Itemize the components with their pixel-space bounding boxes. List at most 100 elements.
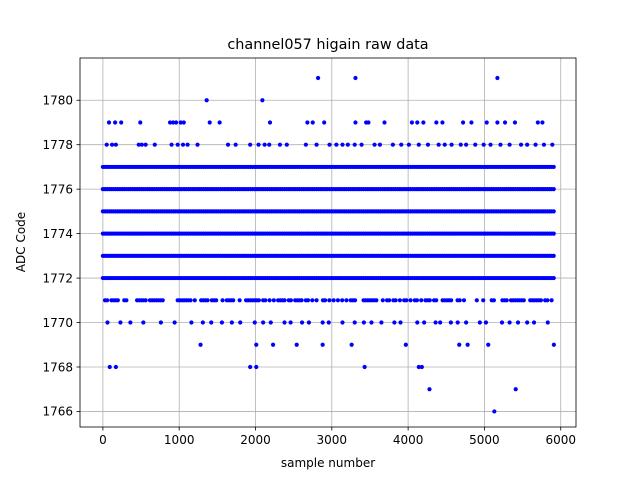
y-tick-label: 1778 [42,138,73,152]
data-point [434,298,439,303]
data-point [535,120,540,125]
data-point [268,320,273,325]
data-point [113,142,118,147]
data-point [551,164,556,170]
x-tick-label: 2000 [240,433,271,447]
data-point [531,320,537,325]
data-point [457,298,462,303]
data-point [449,298,454,303]
data-point [404,298,409,303]
data-point [105,320,110,325]
data-point [305,298,311,303]
data-point [353,120,358,125]
data-point [512,120,518,125]
data-point [323,298,328,303]
data-point [465,342,470,347]
y-tick-label: 1780 [42,94,73,108]
data-point [219,320,225,325]
data-point [284,142,289,147]
data-point [143,142,148,147]
y-tick-label: 1772 [42,271,73,285]
data-point [261,320,266,325]
data-point [107,364,112,370]
data-point [143,298,148,303]
data-point [267,142,272,147]
data-point [440,120,445,125]
data-point [421,120,426,125]
data-point [248,364,253,370]
data-point [267,298,272,303]
data-point [415,320,420,325]
data-point [310,120,315,125]
data-point [392,320,397,325]
data-point [314,298,319,303]
data-point [205,298,210,303]
y-tick-label: 1774 [42,227,73,241]
y-tick-label: 1776 [42,182,73,196]
data-point [340,320,345,325]
data-point [518,142,524,147]
data-point [507,320,512,325]
data-point [109,142,115,147]
data-point [398,320,403,325]
data-point [326,320,331,325]
data-point [499,320,505,325]
data-point [419,364,424,370]
data-point [172,320,177,325]
data-point [229,320,234,325]
data-point [327,142,332,147]
data-point [185,142,190,147]
data-point [419,298,424,303]
data-point [314,142,319,147]
data-point [538,298,543,303]
data-point [484,120,489,125]
data-point [277,142,283,147]
data-point [288,298,294,303]
data-point [406,142,411,147]
data-point [352,298,358,303]
data-point [382,120,387,125]
y-tick-label: 1770 [42,316,73,330]
data-point [104,142,109,147]
data-point [167,120,173,125]
data-point [433,320,438,325]
data-point [169,142,174,147]
data-point [434,120,439,125]
data-point [118,320,123,325]
data-point [369,320,374,325]
data-point [237,298,242,303]
data-point [549,298,554,303]
data-point [181,120,186,125]
data-point [427,387,432,392]
data-point [340,142,345,147]
data-point [469,120,474,125]
data-point [113,364,118,370]
data-point [550,142,555,147]
x-axis-label: sample number [281,456,375,470]
data-point [306,320,312,325]
data-point [248,142,253,147]
data-point [455,320,460,325]
data-point [438,320,443,325]
data-point [209,320,214,325]
data-point [525,320,530,325]
data-point [152,142,157,147]
data-point [449,142,454,147]
data-point [310,298,315,303]
data-point [461,298,467,303]
data-point [334,142,339,147]
data-point [345,142,350,147]
data-point [399,142,404,147]
data-point [139,142,144,147]
data-point [366,120,371,125]
x-tick-label: 0 [99,433,107,447]
data-point [377,142,382,147]
x-tick-label: 6000 [545,433,576,447]
data-point [263,298,268,303]
data-point [195,142,200,147]
data-point [416,142,421,147]
data-point [436,142,441,147]
data-point [545,298,550,303]
data-point [233,142,238,147]
data-point [387,298,392,303]
